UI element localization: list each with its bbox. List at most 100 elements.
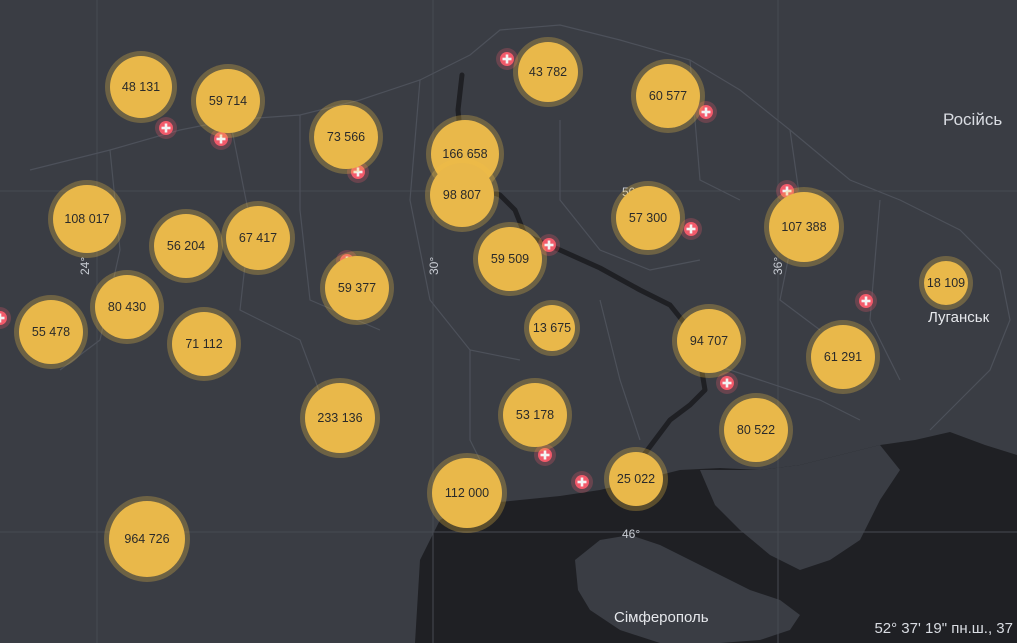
cluster-bubble[interactable]: 108 017	[48, 180, 126, 258]
cluster-bubbles: 48 131 59 714 73 566 166 658 43 782 60 577 108…	[14, 37, 973, 582]
cluster-value: 233 136	[317, 411, 362, 425]
cluster-bubble-fill	[314, 105, 378, 169]
city-label-simferopol: Сімферополь	[614, 609, 709, 626]
cluster-value: 56 204	[167, 239, 205, 253]
cluster-bubble-fill	[609, 452, 663, 506]
cluster-bubble[interactable]: 59 714	[191, 64, 265, 138]
cluster-bubble[interactable]: 71 112	[167, 307, 241, 381]
cluster-value: 43 782	[529, 65, 567, 79]
cluster-bubble-fill	[924, 261, 968, 305]
cluster-bubble-fill	[811, 325, 875, 389]
hospital-cross-icon[interactable]	[347, 161, 369, 183]
cluster-bubble-fill	[677, 309, 741, 373]
cluster-bubble-fill	[529, 305, 575, 351]
cluster-bubble[interactable]: 112 000	[427, 453, 507, 533]
cluster-value: 13 675	[533, 321, 571, 335]
cluster-bubble[interactable]: 107 388	[764, 187, 844, 267]
cluster-value: 67 417	[239, 231, 277, 245]
cluster-value: 166 658	[442, 147, 487, 161]
cluster-bubble[interactable]: 13 675	[524, 300, 580, 356]
cluster-bubble-fill	[172, 312, 236, 376]
cluster-bubble[interactable]: 25 022	[604, 447, 668, 511]
hospital-cross-icon[interactable]	[680, 218, 702, 240]
azov-coast	[700, 445, 900, 570]
cluster-bubble[interactable]: 73 566	[309, 100, 383, 174]
cluster-value: 59 714	[209, 94, 247, 108]
hospital-cross-icon[interactable]	[571, 471, 593, 493]
cluster-bubble-fill	[636, 64, 700, 128]
hospital-cross-bar	[543, 450, 547, 460]
deg-label-30: 30°	[427, 257, 441, 275]
cluster-bubble-fill	[305, 383, 375, 453]
cluster-value: 80 430	[108, 300, 146, 314]
cluster-bubble[interactable]: 57 300	[611, 181, 685, 255]
cluster-bubble-fill	[769, 192, 839, 262]
cluster-bubble[interactable]: 56 204	[149, 209, 223, 283]
hospital-cross-bar	[505, 54, 509, 64]
cluster-value: 25 022	[617, 472, 655, 486]
cluster-bubble-fill	[95, 275, 159, 339]
hospital-cross-bar	[725, 378, 729, 388]
cluster-bubble[interactable]: 18 109	[919, 256, 973, 310]
hospital-cross-icon[interactable]	[538, 234, 560, 256]
cluster-bubble-fill	[478, 227, 542, 291]
hospital-cross-bar	[689, 224, 693, 234]
cluster-bubble[interactable]: 59 509	[473, 222, 547, 296]
coordinates-readout: 52° 37' 19" пн.ш., 37	[874, 620, 1013, 637]
cluster-bubble[interactable]: 55 478	[14, 295, 88, 369]
cluster-value: 71 112	[185, 337, 222, 351]
cluster-value: 59 377	[338, 281, 376, 295]
cluster-bubble-fill	[110, 56, 172, 118]
cluster-bubble[interactable]: 98 807	[425, 158, 499, 232]
deg-label-36: 36°	[771, 257, 785, 275]
cluster-value: 73 566	[327, 130, 365, 144]
cluster-bubble-fill	[503, 383, 567, 447]
hospital-cross-bar	[864, 296, 868, 306]
cluster-value: 57 300	[629, 211, 667, 225]
hospital-cross-bar	[164, 123, 168, 133]
hospital-cross-icon[interactable]	[695, 101, 717, 123]
hospital-cross-icon[interactable]	[716, 372, 738, 394]
cluster-value: 55 478	[32, 325, 70, 339]
hospital-cross-bar	[580, 477, 584, 487]
hospital-cross-bar	[0, 316, 5, 320]
cluster-bubble[interactable]: 61 291	[806, 320, 880, 394]
cluster-bubble-fill	[616, 186, 680, 250]
hospital-cross-icon[interactable]	[855, 290, 877, 312]
hospital-cross-icon[interactable]	[210, 128, 232, 150]
cluster-value: 53 178	[516, 408, 554, 422]
cluster-bubble[interactable]: 67 417	[221, 201, 295, 275]
cluster-bubble-fill	[154, 214, 218, 278]
hospital-cross-bar	[704, 107, 708, 117]
cluster-value: 112 000	[445, 486, 489, 500]
hospital-cross-icon[interactable]	[496, 48, 518, 70]
hospital-cross-icon[interactable]	[0, 307, 11, 329]
cluster-bubble-fill	[325, 256, 389, 320]
cluster-bubble-fill	[518, 42, 578, 102]
hospital-cross-icon[interactable]	[155, 117, 177, 139]
cluster-value: 98 807	[443, 188, 481, 202]
cluster-bubble[interactable]: 43 782	[513, 37, 583, 107]
cluster-bubble[interactable]: 53 178	[498, 378, 572, 452]
cluster-bubble-fill	[196, 69, 260, 133]
cluster-bubble[interactable]: 80 522	[719, 393, 793, 467]
cluster-bubble[interactable]: 80 430	[90, 270, 164, 344]
cluster-value: 60 577	[649, 89, 687, 103]
cluster-bubble[interactable]: 59 377	[320, 251, 394, 325]
cluster-bubble-fill	[432, 458, 502, 528]
cluster-bubble[interactable]: 60 577	[631, 59, 705, 133]
hospital-cross-bar	[785, 186, 789, 196]
hospital-cross-bar	[547, 240, 551, 250]
cluster-bubble[interactable]: 94 707	[672, 304, 746, 378]
cluster-bubble[interactable]: 48 131	[105, 51, 177, 123]
cluster-bubble-fill	[19, 300, 83, 364]
deg-label-46: 46°	[622, 527, 640, 541]
cluster-value: 94 707	[690, 334, 728, 348]
cluster-bubble[interactable]: 233 136	[300, 378, 380, 458]
hospital-cross-bar	[356, 167, 360, 177]
cluster-bubble[interactable]: 964 726	[104, 496, 190, 582]
hospital-cross-bar	[0, 313, 2, 323]
hospital-cross-icon[interactable]	[534, 444, 556, 466]
cluster-value: 48 131	[122, 80, 160, 94]
